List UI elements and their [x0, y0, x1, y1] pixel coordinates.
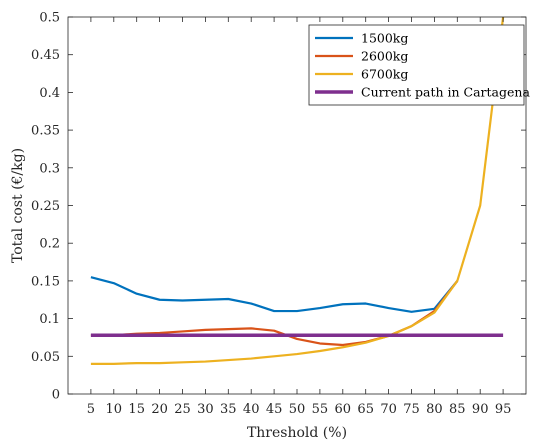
x-tick-label: 65: [357, 402, 374, 417]
y-tick-label: 0.45: [31, 48, 60, 63]
x-tick-label: 75: [403, 402, 420, 417]
x-tick-label: 95: [495, 402, 512, 417]
legend-label-2: 2600kg: [361, 49, 408, 64]
y-tick-label: 0.1: [39, 312, 60, 327]
series-line-1: [90, 276, 459, 313]
x-tick-label: 5: [87, 402, 95, 417]
x-tick-label: 20: [151, 402, 168, 417]
y-tick-label: 0: [52, 388, 60, 403]
series-layer: [90, 17, 505, 365]
x-tick-label: 25: [174, 402, 191, 417]
y-axis-title: Total cost (€/kg): [10, 148, 26, 263]
y-tick-label: 0.15: [31, 274, 60, 289]
y-tick-label: 0.05: [31, 350, 60, 365]
x-tick-label: 85: [449, 402, 466, 417]
y-tick-label: 0.2: [39, 237, 60, 252]
x-tick-label: 10: [106, 402, 123, 417]
x-tick-label: 70: [380, 402, 397, 417]
x-tick-label: 30: [197, 402, 214, 417]
series-line-3: [90, 17, 505, 365]
y-tick-label: 0.4: [39, 86, 60, 101]
legend-label-3: 6700kg: [361, 67, 408, 82]
x-tick-label: 80: [426, 402, 443, 417]
x-tick-label: 50: [289, 402, 306, 417]
legend-label-4: Current path in Cartagena: [361, 85, 530, 100]
axes-layer: 5 10 15 20 25 30 35 40 45 50 55 60 65 70 75 80 85 90 95 0 0.…: [31, 11, 527, 417]
y-tick-label: 0.3: [39, 161, 60, 176]
x-tick-label: 55: [312, 402, 329, 417]
y-tick-label: 0.35: [31, 124, 60, 139]
legend: 1500kg 2600kg 6700kg Current path in Cartag…: [308, 24, 530, 106]
x-tick-label: 60: [335, 402, 352, 417]
x-axis-title: Threshold (%): [247, 425, 347, 441]
legend-label-1: 1500kg: [361, 31, 408, 46]
x-tick-label: 40: [243, 402, 260, 417]
y-tick-label: 0.25: [31, 199, 60, 214]
x-tick-label: 90: [472, 402, 489, 417]
x-tick-label: 35: [220, 402, 237, 417]
x-tick-label: 15: [128, 402, 145, 417]
x-tick-label: 45: [266, 402, 283, 417]
y-tick-label: 0.5: [39, 11, 60, 26]
